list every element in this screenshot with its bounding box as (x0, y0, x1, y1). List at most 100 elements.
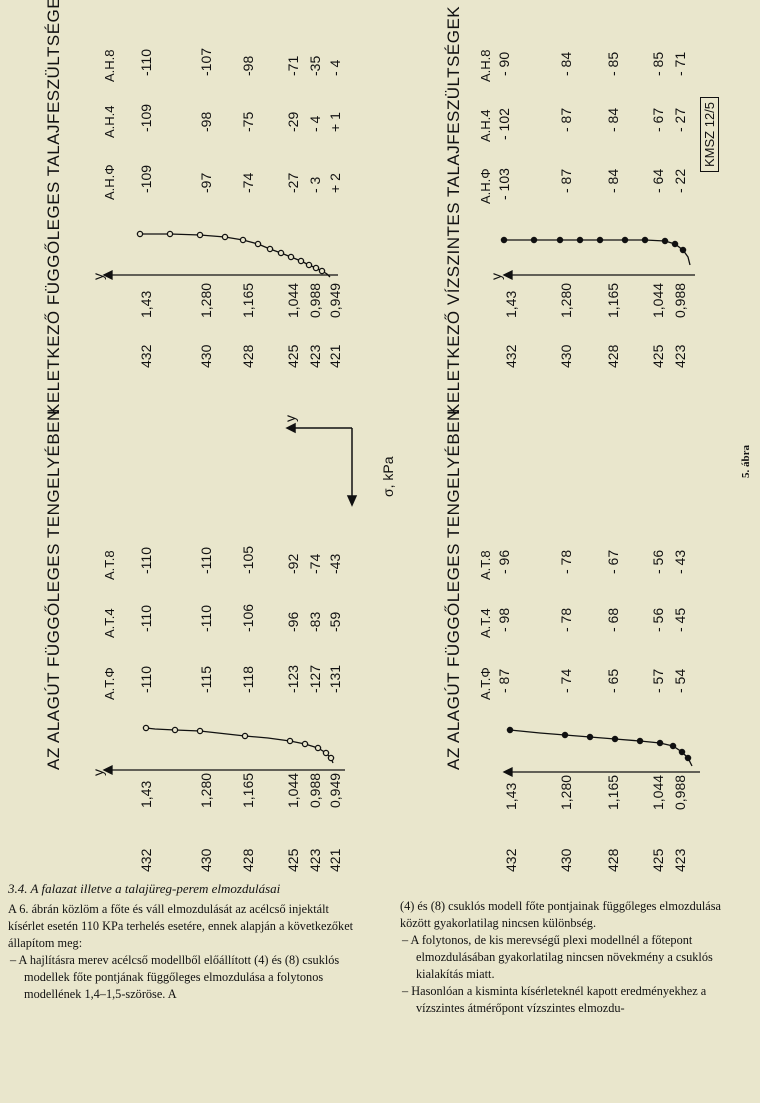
value-cell: -109 (138, 103, 154, 132)
paragraph: A 6. ábrán közlöm a főte és váll elmozdu… (8, 902, 354, 950)
value-cell: -59 (327, 611, 343, 632)
row-label: 428 (240, 344, 256, 368)
top-right-point (221, 233, 229, 241)
top-right-point (277, 249, 285, 257)
bottom-left-point (656, 739, 664, 747)
bottom-right-point (679, 246, 687, 254)
value-cell: -92 (285, 553, 301, 574)
value-cell: -131 (327, 664, 343, 693)
bottom-left-point (586, 733, 594, 741)
row-label: 425 (650, 344, 666, 368)
bottom-right-point (671, 240, 679, 248)
value-cell: - 56 (650, 607, 666, 632)
value-cell: - 78 (558, 549, 574, 574)
bottom-right-point (596, 236, 604, 244)
curve-label: 1,280 (558, 282, 574, 318)
bottom-left-point (561, 731, 569, 739)
bottom-right-point (556, 236, 564, 244)
text-right-column: (4) és (8) csuklós modell főte pontjaina… (400, 898, 752, 1017)
value-cell: -106 (240, 603, 256, 632)
value-cell: - 87 (558, 168, 574, 193)
top-right-point (312, 264, 320, 272)
col-header: A.T.8 (102, 550, 117, 580)
curve-label: 0,988 (307, 282, 323, 318)
curve-label: 0,988 (672, 282, 688, 318)
top-right-point (266, 245, 274, 253)
value-cell: - 56 (650, 549, 666, 574)
value-cell: -110 (138, 605, 154, 632)
top-right-point (318, 267, 326, 275)
row-label: 428 (605, 848, 621, 872)
row-label: 428 (240, 848, 256, 872)
top-left-plot (102, 724, 345, 776)
bottom-right-point (576, 236, 584, 244)
value-cell: - 67 (650, 107, 666, 132)
kmsz-label: KMSZ 12/5 (700, 96, 719, 172)
curve-label: 0,988 (672, 774, 688, 810)
top-left-point (142, 724, 150, 732)
value-cell: -27 (285, 172, 301, 193)
value-cell: -75 (240, 111, 256, 132)
top-right-point (166, 230, 174, 238)
value-cell: - 27 (672, 107, 688, 132)
value-cell: -118 (240, 666, 256, 693)
curve-label: 0,949 (327, 772, 343, 808)
col-header: A.H.4 (102, 105, 117, 138)
row-label: 421 (327, 848, 343, 872)
value-cell: -110 (198, 547, 214, 574)
value-cell: - 103 (496, 168, 512, 200)
value-cell: - 84 (605, 107, 621, 132)
value-cell: -105 (240, 545, 256, 574)
curve-label: 1,43 (138, 780, 154, 808)
value-cell: - 71 (672, 51, 688, 76)
row-label: 425 (285, 848, 301, 872)
value-cell: + 1 (327, 112, 343, 132)
top-right-plot (102, 230, 338, 281)
row-label: 430 (558, 848, 574, 872)
legend-arrow-down (346, 495, 358, 507)
top-right-curve (140, 233, 331, 278)
row-label: 430 (198, 344, 214, 368)
top-right-point (287, 253, 295, 261)
row-label: 432 (138, 848, 154, 872)
curve-label: 1,280 (198, 282, 214, 318)
bottom-left-point (611, 735, 619, 743)
value-cell: -110 (138, 666, 154, 693)
top-left-point (196, 727, 204, 735)
legend-arrow-left (285, 422, 296, 434)
top-right-arrow (102, 269, 113, 281)
row-label: 423 (672, 344, 688, 368)
top-right-point (136, 230, 144, 238)
paragraph: (4) és (8) csuklós modell főte pontjaina… (400, 899, 721, 930)
top-right-point (239, 236, 247, 244)
row-label: 425 (650, 848, 666, 872)
col-header: A.H.Φ (102, 164, 117, 200)
value-cell: - 78 (558, 607, 574, 632)
curve-label: 1,044 (650, 282, 666, 318)
value-cell: -97 (198, 172, 214, 193)
top-left-point (241, 732, 249, 740)
row-label: 423 (672, 848, 688, 872)
bullet-text: A hajlításra merev acélcső modellből elő… (18, 953, 340, 1001)
top-right-point (305, 261, 313, 269)
value-cell: -43 (327, 553, 343, 574)
bottom-left-point (678, 748, 686, 756)
value-cell: - 90 (496, 51, 512, 76)
value-cell: + 2 (327, 173, 343, 193)
value-cell: - 84 (605, 168, 621, 193)
top-right-y-label: y (90, 273, 106, 280)
bottom-right-arrow (502, 269, 513, 281)
section-heading: 3.4. A falazat illetve a talajüreg-perem… (8, 881, 281, 896)
value-cell: -71 (285, 55, 301, 76)
bottom-left-point (506, 726, 514, 734)
curve-label: 0,949 (327, 282, 343, 318)
bottom-right-curve (504, 239, 691, 266)
bullet-item: – A folytonos, de kis merevségű plexi mo… (402, 933, 713, 981)
top-left-point (286, 737, 294, 745)
col-header: A.T.Φ (102, 667, 117, 700)
value-cell: - 54 (672, 668, 688, 693)
row-label: 423 (307, 344, 323, 368)
value-cell: - 68 (605, 607, 621, 632)
col-header: A.H.8 (102, 49, 117, 82)
col-header: A.H.4 (478, 109, 493, 142)
